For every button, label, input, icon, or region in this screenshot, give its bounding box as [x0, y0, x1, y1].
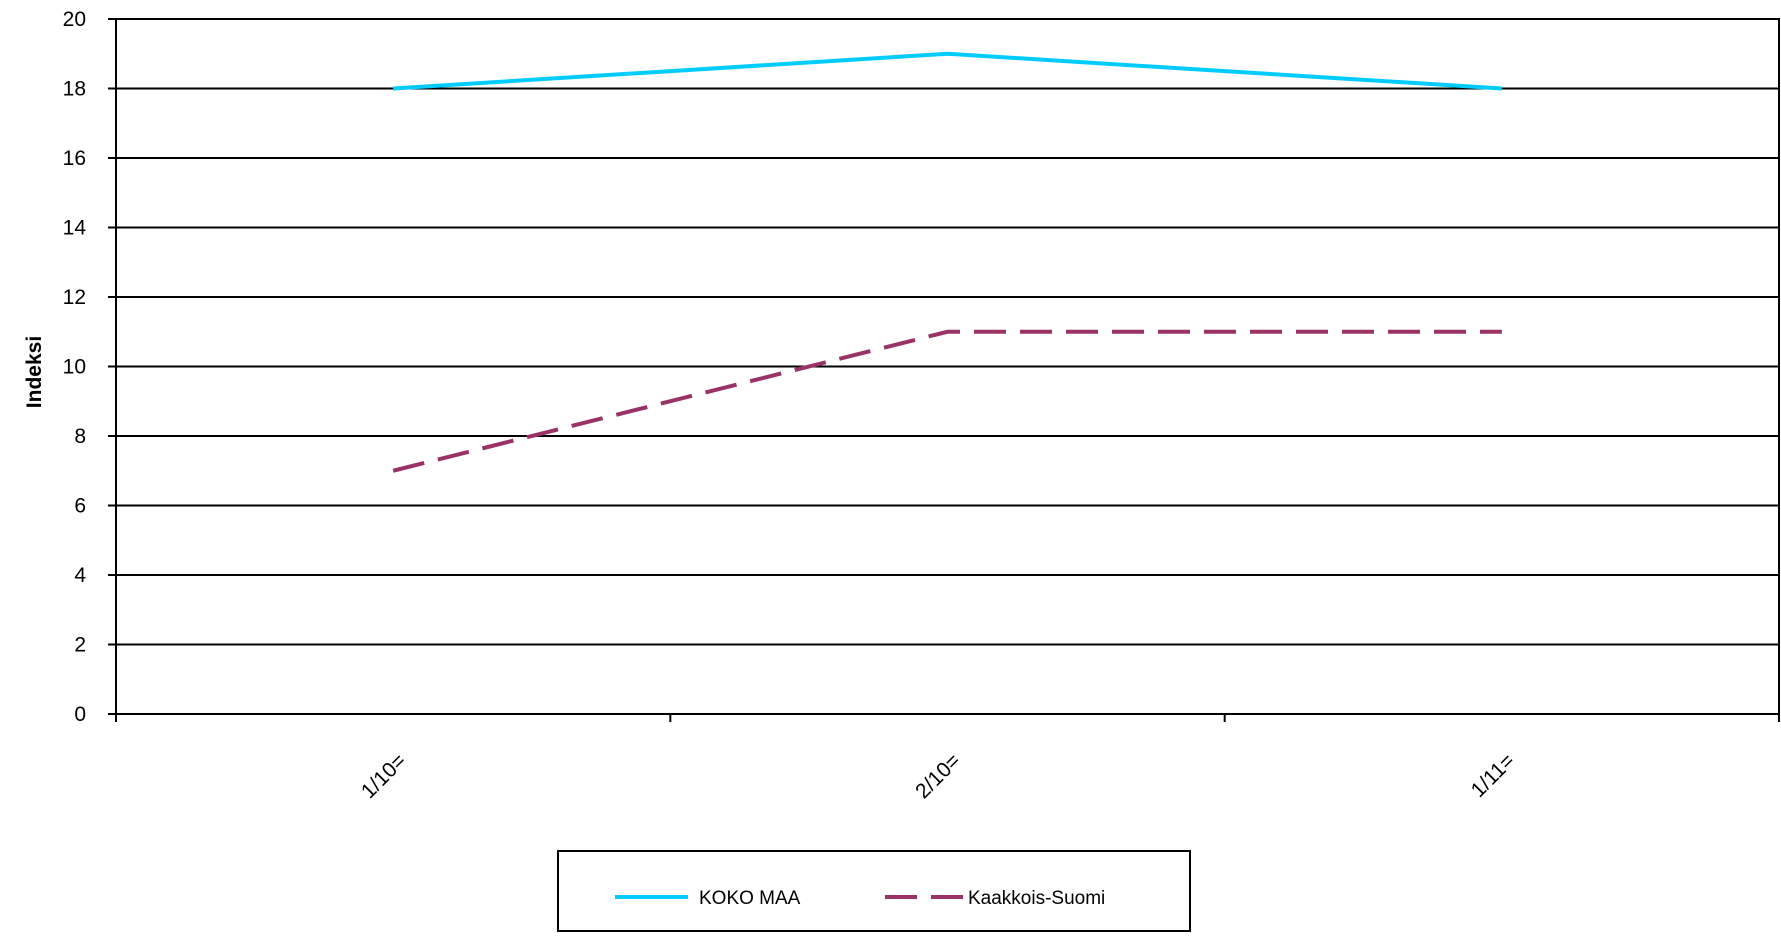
- series-line-koko-maa: [393, 51, 1502, 91]
- y-tick-label: 6: [74, 495, 86, 518]
- y-tick-label: 8: [74, 425, 86, 448]
- y-tick-label: 12: [63, 286, 86, 309]
- y-tick-label: 18: [63, 78, 86, 101]
- y-tick-label: 0: [74, 703, 86, 726]
- y-tick-label: 2: [74, 634, 86, 657]
- legend-label-kaakkois-suomi: Kaakkois-Suomi: [968, 888, 1105, 909]
- series-line-kaakkois-suomi: [392, 329, 1502, 473]
- axes: [115, 18, 1780, 722]
- y-tick-label: 4: [74, 564, 86, 587]
- y-tick-label: 16: [63, 147, 86, 170]
- y-tick-labels: 0 2 4 6 8 10 12 14 16 18 20: [63, 8, 87, 726]
- y-tick-label: 14: [63, 217, 87, 240]
- x-tick-labels: 1/10= 2/10= 1/11=: [357, 749, 1520, 803]
- y-tick-label: 20: [63, 8, 86, 31]
- legend: KOKO MAA Kaakkois-Suomi: [557, 850, 1191, 932]
- x-tick-label: 2/10=: [911, 749, 965, 803]
- x-tick-label: 1/10=: [357, 749, 411, 803]
- x-tick-label: 1/11=: [1467, 749, 1520, 802]
- plot-area-border: [115, 18, 1780, 715]
- y-axis-title: Indeksi: [23, 336, 46, 408]
- y-tick-label: 10: [63, 356, 86, 379]
- legend-label-koko-maa: KOKO MAA: [699, 888, 801, 909]
- legend-box: [557, 850, 1191, 932]
- gridlines: [108, 18, 1779, 715]
- series-lines: [392, 51, 1502, 473]
